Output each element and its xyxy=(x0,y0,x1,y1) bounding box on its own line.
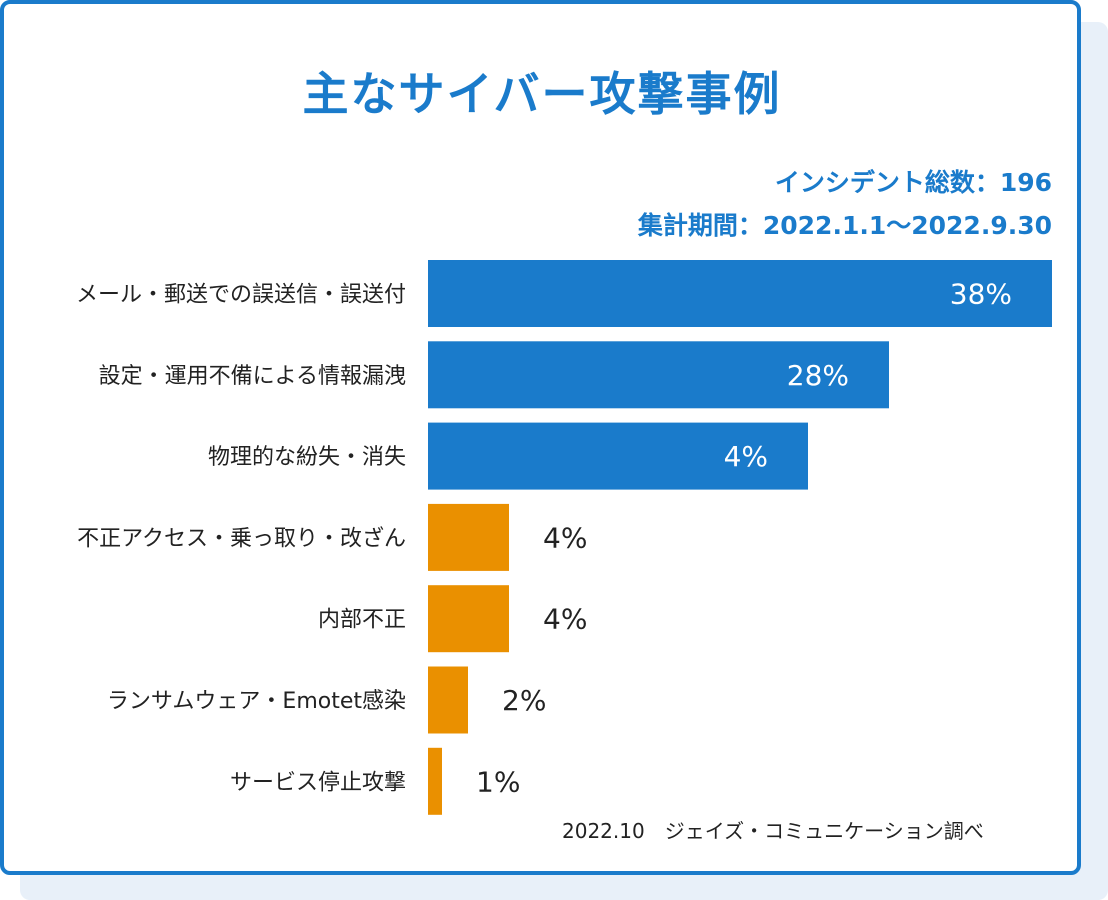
bar xyxy=(428,503,509,571)
category-label: ランサムウェア・Emotet感染 xyxy=(107,689,406,714)
category-label: 設定・運用不備による情報漏洩 xyxy=(99,364,406,389)
bar xyxy=(428,422,808,490)
bar xyxy=(428,666,468,734)
value-label: 28% xyxy=(787,359,849,392)
bar xyxy=(428,747,442,815)
source-note: 2022.10 ジェイズ・コミュニケーション調べ xyxy=(562,819,984,843)
category-label: メール・郵送での誤送信・誤送付 xyxy=(76,283,406,308)
collection-period: 集計期間：2022.1.1～2022.9.30 xyxy=(637,211,1052,240)
chart-title: 主なサイバー攻撃事例 xyxy=(302,67,782,121)
bar xyxy=(428,585,509,653)
value-label: 1% xyxy=(476,765,520,798)
incident-total: インシデント総数：196 xyxy=(774,168,1052,197)
value-label: 4% xyxy=(543,521,587,554)
value-label: 2% xyxy=(502,684,546,717)
value-label: 38% xyxy=(950,278,1012,311)
category-label: 不正アクセス・乗っ取り・改ざん xyxy=(77,525,406,551)
value-label: 4% xyxy=(724,440,768,473)
category-label: サービス停止攻撃 xyxy=(230,770,406,795)
value-label: 4% xyxy=(543,603,587,636)
bar xyxy=(428,341,889,409)
category-label: 内部不正 xyxy=(318,608,406,633)
bar xyxy=(428,260,1052,327)
category-label: 物理的な紛失・消失 xyxy=(208,445,406,470)
